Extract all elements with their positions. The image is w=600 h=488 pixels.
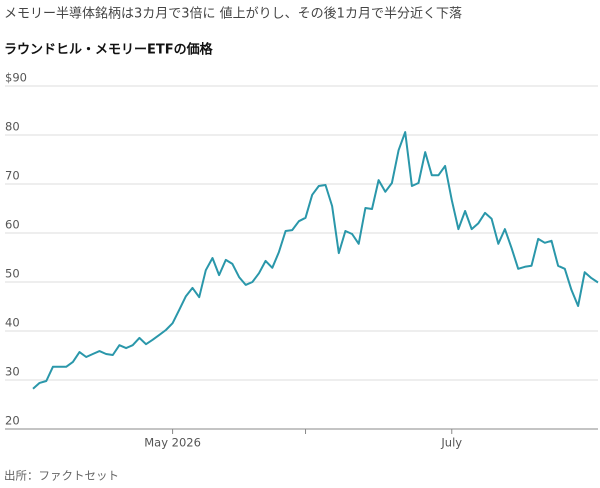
y-tick-label: 70 xyxy=(5,169,20,183)
chart-title: メモリー半導体銘柄は3カ月で3倍に 値上がりし、その後1カ月で半分近く下落 xyxy=(4,6,462,22)
chart-subtitle: ラウンドヒル・メモリーETFの価格 xyxy=(4,42,214,58)
y-tick-label: 20 xyxy=(5,414,20,428)
y-tick-label: $90 xyxy=(5,71,27,85)
source: 出所：ファクトセット xyxy=(4,469,119,483)
y-tick-label: 40 xyxy=(5,316,20,330)
x-tick-label: May 2026 xyxy=(144,436,201,450)
y-tick-label: 80 xyxy=(5,120,20,134)
line xyxy=(32,131,599,390)
y-tick-label: 50 xyxy=(5,267,20,281)
y-tick-label: 30 xyxy=(5,365,20,379)
x-tick-label: July xyxy=(440,436,462,450)
y-tick-label: 60 xyxy=(5,218,20,232)
